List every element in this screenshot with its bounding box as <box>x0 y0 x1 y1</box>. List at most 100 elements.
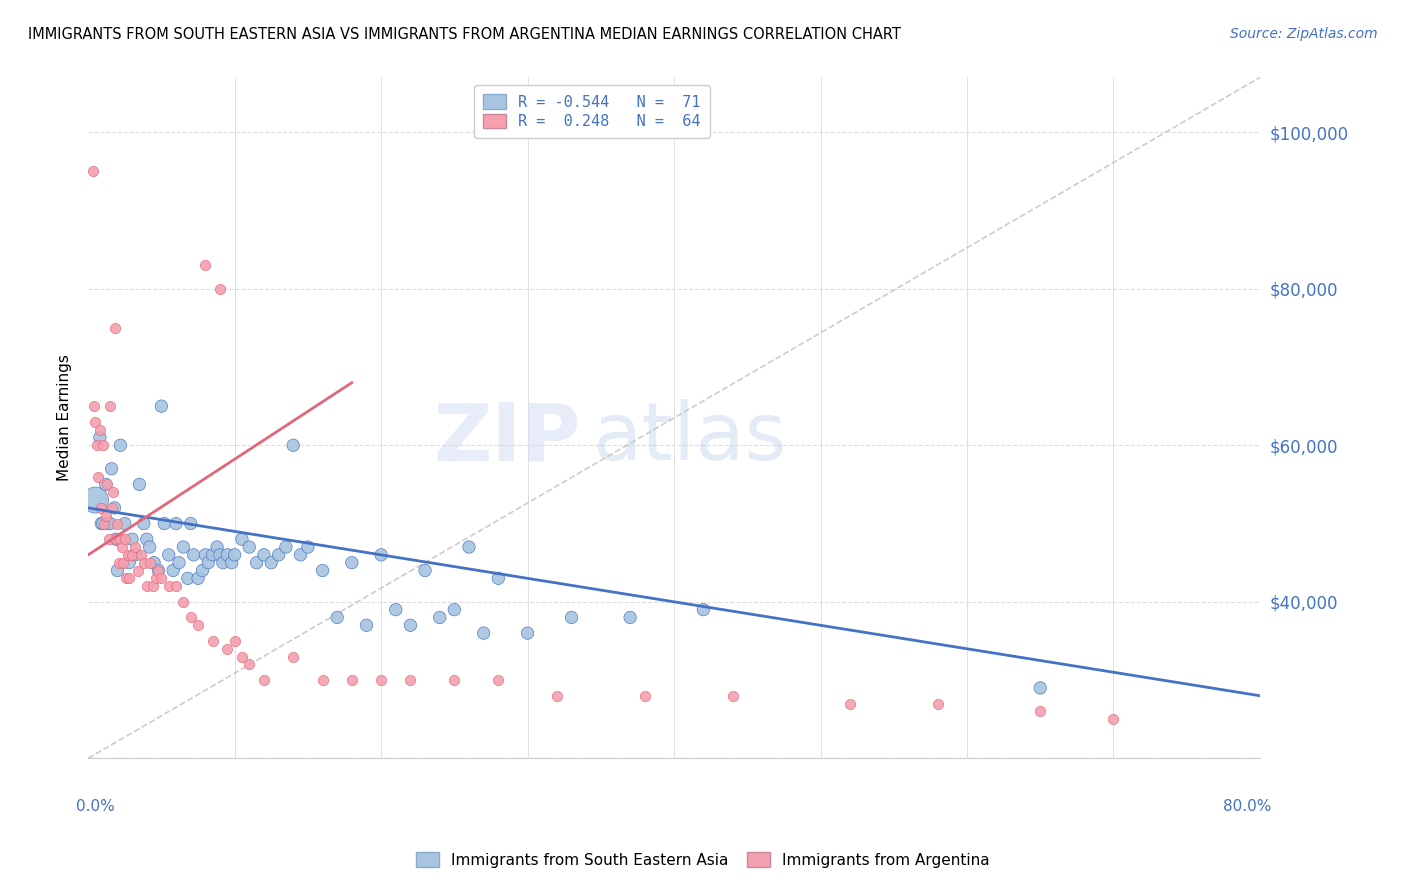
Point <box>145 571 167 585</box>
Point <box>224 634 246 648</box>
Point <box>91 438 114 452</box>
Point <box>100 500 122 515</box>
Point <box>183 548 205 562</box>
Point <box>103 321 125 335</box>
Point <box>180 610 202 624</box>
Point <box>340 673 363 687</box>
Point <box>443 602 465 616</box>
Point <box>231 532 253 546</box>
Text: Source: ZipAtlas.com: Source: ZipAtlas.com <box>1230 27 1378 41</box>
Point <box>118 571 141 585</box>
Text: ZIP: ZIP <box>433 400 581 477</box>
Point <box>96 477 118 491</box>
Point <box>115 571 138 585</box>
Point <box>201 548 224 562</box>
Point <box>90 500 112 515</box>
Point <box>283 438 305 452</box>
Point <box>157 548 180 562</box>
Point <box>165 579 187 593</box>
Point <box>205 540 228 554</box>
Point <box>326 610 349 624</box>
Point <box>108 556 131 570</box>
Point <box>100 462 122 476</box>
Point <box>260 556 283 570</box>
Point <box>221 556 243 570</box>
Point <box>191 564 214 578</box>
Point <box>238 657 260 672</box>
Point <box>212 556 235 570</box>
Point <box>399 618 422 632</box>
Point <box>546 689 568 703</box>
Point <box>142 579 165 593</box>
Point <box>267 548 290 562</box>
Point <box>560 610 582 624</box>
Point <box>121 532 143 546</box>
Point <box>138 556 160 570</box>
Point <box>253 673 276 687</box>
Point <box>110 438 132 452</box>
Point <box>101 485 124 500</box>
Point <box>89 430 111 444</box>
Point <box>1102 712 1125 726</box>
Point <box>86 438 108 452</box>
Point <box>150 399 173 413</box>
Point <box>370 548 392 562</box>
Point <box>114 516 136 531</box>
Point <box>107 516 129 531</box>
Text: atlas: atlas <box>592 400 786 477</box>
Point <box>150 571 173 585</box>
Point <box>721 689 744 703</box>
Point <box>98 516 121 531</box>
Point <box>90 516 112 531</box>
Point <box>231 649 253 664</box>
Point <box>238 540 260 554</box>
Point <box>201 634 224 648</box>
Point <box>399 673 422 687</box>
Legend: Immigrants from South Eastern Asia, Immigrants from Argentina: Immigrants from South Eastern Asia, Immi… <box>409 845 997 875</box>
Point <box>94 477 117 491</box>
Point <box>104 532 127 546</box>
Point <box>283 649 305 664</box>
Point <box>429 610 451 624</box>
Point <box>413 564 436 578</box>
Point <box>297 540 319 554</box>
Point <box>443 673 465 687</box>
Text: 80.0%: 80.0% <box>1223 799 1271 814</box>
Point <box>180 516 202 531</box>
Point <box>97 516 120 531</box>
Point <box>472 626 495 640</box>
Point <box>1029 705 1052 719</box>
Point <box>104 532 127 546</box>
Point <box>187 618 209 632</box>
Point <box>167 556 190 570</box>
Y-axis label: Median Earnings: Median Earnings <box>58 354 72 482</box>
Point <box>124 540 146 554</box>
Point <box>208 548 231 562</box>
Point <box>153 516 176 531</box>
Point <box>89 423 111 437</box>
Point <box>148 564 170 578</box>
Point <box>246 556 269 570</box>
Point <box>118 556 141 570</box>
Point <box>197 556 219 570</box>
Point <box>91 516 114 531</box>
Point <box>84 415 107 429</box>
Point <box>121 548 143 562</box>
Text: 0.0%: 0.0% <box>76 799 115 814</box>
Point <box>274 540 297 554</box>
Point <box>172 595 194 609</box>
Point <box>692 602 714 616</box>
Point <box>516 626 538 640</box>
Point <box>114 532 136 546</box>
Point <box>138 540 160 554</box>
Point <box>112 556 135 570</box>
Point <box>157 579 180 593</box>
Point <box>194 258 217 272</box>
Point <box>128 477 150 491</box>
Point <box>177 571 200 585</box>
Point <box>135 579 157 593</box>
Point <box>98 399 121 413</box>
Point <box>127 564 149 578</box>
Point <box>1029 681 1052 695</box>
Point <box>290 548 312 562</box>
